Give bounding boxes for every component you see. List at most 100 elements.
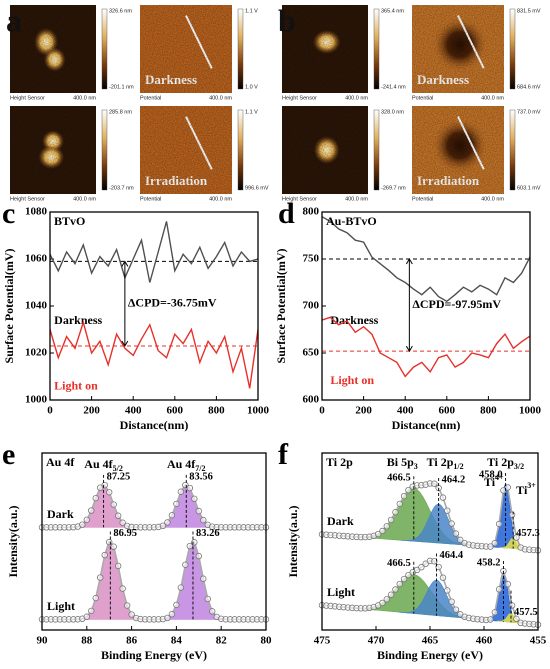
x-tick-label: 800 (208, 405, 225, 417)
data-point (168, 512, 176, 519)
data-point (195, 507, 202, 515)
colorbar (509, 109, 516, 191)
data-point (177, 584, 185, 591)
x-tick-label: 400 (125, 405, 142, 417)
data-point (177, 488, 185, 495)
peak-name: Ti 2p1/2 (427, 455, 464, 472)
colorbar-min: -203.7 nm (109, 185, 134, 191)
image-caption: Height Sensor (282, 95, 317, 101)
data-point (396, 500, 403, 508)
data-point (405, 486, 412, 494)
series-line (321, 216, 531, 303)
annotation: ΔCPD=-36.75mV (128, 295, 217, 309)
data-point (182, 561, 189, 568)
data-point (491, 609, 498, 616)
data-point (383, 523, 390, 530)
label-text: Au 4f (84, 457, 113, 471)
data-point (200, 516, 207, 524)
data-point (387, 516, 395, 524)
peak-value: 457.3 (516, 528, 540, 539)
envelope (42, 483, 266, 529)
series-label: Light on (54, 379, 98, 393)
x-tick-label: 460 (476, 635, 493, 647)
image-scale: 400.0 nm (73, 196, 96, 202)
peak-value: 83.26 (196, 528, 220, 539)
data-point (83, 516, 90, 523)
data-point (173, 500, 180, 508)
data-point (383, 596, 390, 603)
y-tick-label: 1060 (25, 253, 48, 265)
data-point (119, 519, 126, 526)
label-text: Ti (516, 483, 528, 497)
data-point (392, 509, 399, 516)
image-caption: Potential (140, 196, 161, 202)
data-point (504, 484, 511, 491)
colorbar (237, 109, 244, 191)
data-point (101, 551, 108, 559)
x-tick-label: 88 (81, 635, 93, 647)
x-tick-label: 200 (355, 405, 372, 417)
data-point (186, 542, 194, 550)
image-noise (140, 5, 232, 93)
image-caption: Potential (412, 95, 433, 101)
plot-frame (49, 211, 259, 401)
data-point (191, 495, 198, 503)
data-point (422, 560, 429, 567)
y-axis-label: Surface Potential(mV) (274, 249, 288, 364)
label-text: Au 4f (167, 457, 196, 471)
x-axis-label: Distance(nm) (392, 418, 461, 432)
data-point (400, 492, 408, 500)
data-point (110, 501, 117, 508)
colorbar (101, 8, 108, 90)
x-tick-label: 400 (397, 405, 414, 417)
x-tick-label: 600 (167, 405, 184, 417)
image-scale: 400.0 nm (481, 196, 504, 202)
data-point (83, 613, 90, 620)
peak-value: 458.2 (477, 557, 501, 568)
data-point (101, 481, 108, 489)
image-caption: Height Sensor (282, 196, 317, 202)
colorbar-max: 1.1 V (245, 8, 258, 14)
series-line (49, 221, 259, 283)
data-point (439, 494, 447, 501)
label-text: Ti (484, 475, 496, 489)
image-scale: 400.0 nm (345, 196, 368, 202)
spectrum-name: Dark (327, 514, 354, 528)
colorbar-min: -269.7 nm (381, 185, 406, 191)
image-scale: 400.0 nm (481, 95, 504, 101)
x-tick-label: 800 (480, 405, 497, 417)
data-point (487, 616, 494, 623)
data-point (182, 481, 189, 489)
data-point (88, 607, 95, 615)
x-tick-label: 0 (47, 405, 53, 417)
colorbar-max: 285.8 nm (109, 109, 132, 115)
y-tick-label: 1080 (25, 206, 48, 218)
colorbar-min: 684.6 mV (517, 84, 541, 90)
data-point (159, 522, 167, 530)
data-point (114, 562, 122, 570)
panel-letter: a (6, 2, 22, 38)
label-sup: 3+ (527, 481, 536, 490)
x-tick-label: 82 (216, 635, 228, 647)
data-point (435, 563, 442, 571)
y-axis-label: Surface Potential(mV) (2, 249, 16, 364)
x-tick-label: 84 (171, 635, 183, 647)
peak-value: 466.5 (387, 558, 411, 569)
data-point (209, 608, 216, 615)
data-point (88, 507, 95, 514)
series-label: Darkness (54, 313, 102, 327)
image-scale: 400.0 nm (73, 95, 96, 101)
colorbar-min: -241.4 nm (381, 84, 406, 90)
peak-name: Au 4f5/2 (84, 457, 123, 474)
peak-value: 87.25 (107, 471, 131, 482)
label-text: Ti 2p (487, 455, 514, 469)
data-point (392, 586, 399, 593)
panel-letter: b (278, 2, 296, 38)
data-point (431, 558, 438, 565)
image-noise (282, 106, 368, 194)
x-tick-label: 1000 (519, 405, 542, 417)
colorbar-max: 831.5 mV (517, 8, 541, 14)
label-text: Bi 5p (387, 455, 414, 469)
x-axis-label: Binding Energy (eV) (377, 648, 483, 662)
colorbar-min: 996.6 mV (245, 185, 269, 191)
